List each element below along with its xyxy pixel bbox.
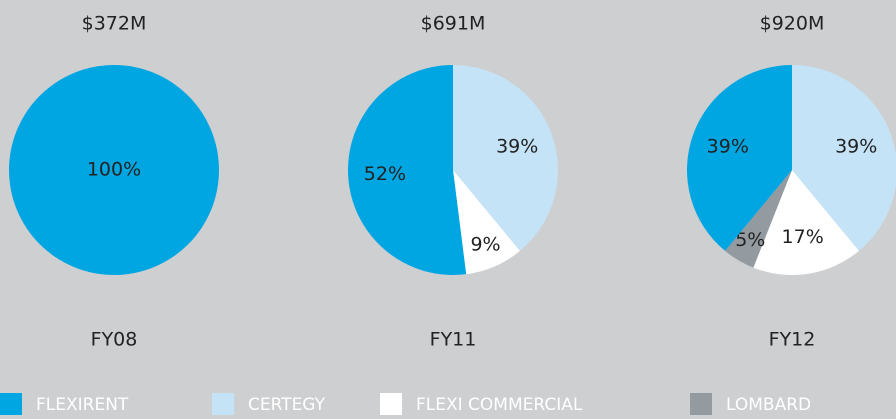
slice-label: 39% bbox=[496, 135, 538, 157]
legend-label: FLEXIRENT bbox=[36, 395, 129, 415]
pie-slice bbox=[9, 65, 219, 275]
pie-label: FY12 bbox=[769, 329, 816, 351]
pie-slice bbox=[725, 170, 792, 268]
slice-label: 9% bbox=[470, 234, 500, 256]
legend-label: LOMBARD bbox=[726, 395, 811, 415]
slice-label: 17% bbox=[782, 226, 824, 248]
slice-label: 39% bbox=[707, 135, 749, 157]
legend-swatch bbox=[380, 393, 402, 415]
pie-title: $691M bbox=[421, 13, 486, 35]
pie-slice bbox=[453, 170, 520, 275]
legend-swatch bbox=[212, 393, 234, 415]
legend-label: CERTEGY bbox=[248, 395, 326, 415]
pie-slice bbox=[687, 65, 792, 251]
pie-label: FY11 bbox=[430, 329, 477, 351]
slice-label: 5% bbox=[735, 229, 765, 251]
slice-label: 52% bbox=[364, 163, 406, 185]
legend-swatch bbox=[690, 393, 712, 415]
pie-title: $920M bbox=[760, 13, 825, 35]
pie-title: $372M bbox=[82, 13, 147, 35]
pie-slice bbox=[453, 65, 558, 251]
pie-slice bbox=[348, 65, 467, 275]
slice-label: 100% bbox=[87, 159, 141, 181]
legend-swatch bbox=[0, 393, 22, 415]
pie-slice bbox=[753, 170, 859, 275]
pie-label: FY08 bbox=[91, 329, 138, 351]
legend-label: FLEXI COMMERCIAL bbox=[416, 395, 583, 415]
pie-slice bbox=[792, 65, 896, 251]
slice-label: 39% bbox=[835, 135, 877, 157]
